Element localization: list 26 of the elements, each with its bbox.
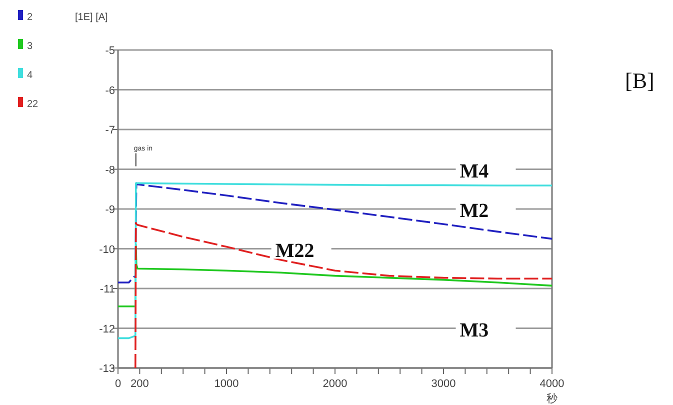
x-tick-label: 0: [114, 378, 122, 390]
x-tick-label: 2000: [322, 378, 348, 390]
legend-label: 22: [27, 99, 39, 110]
annotation: M4: [460, 160, 489, 182]
y-tick-label: -5: [105, 45, 115, 57]
text: [B]: [625, 68, 654, 93]
y-tick-label: -9: [105, 204, 115, 216]
y-tick-label: -12: [99, 323, 115, 336]
x-tick-label: 200: [130, 378, 149, 390]
y-tick-label: -8: [105, 164, 115, 176]
legend-label: 3: [27, 41, 33, 52]
x-tick-label: 4000: [540, 378, 564, 390]
y-tick-label: -10: [99, 244, 115, 256]
annotation: M2: [460, 200, 489, 222]
legend-label: 4: [27, 70, 33, 81]
legend-label: 2: [27, 12, 33, 23]
annotation: M3: [460, 319, 489, 342]
x-axis-title: 秒: [546, 393, 558, 405]
x-tick-label: 1000: [214, 378, 239, 390]
y-tick-label: -11: [100, 284, 115, 296]
x-tick-label: 3000: [431, 378, 456, 390]
y-tick-label: -6: [105, 84, 115, 97]
y-tick-label: -13: [99, 363, 115, 375]
y-tick-label: -7: [105, 124, 115, 136]
annotation: M22: [275, 240, 314, 262]
y-axis-title: [1E] [A]: [75, 12, 108, 23]
